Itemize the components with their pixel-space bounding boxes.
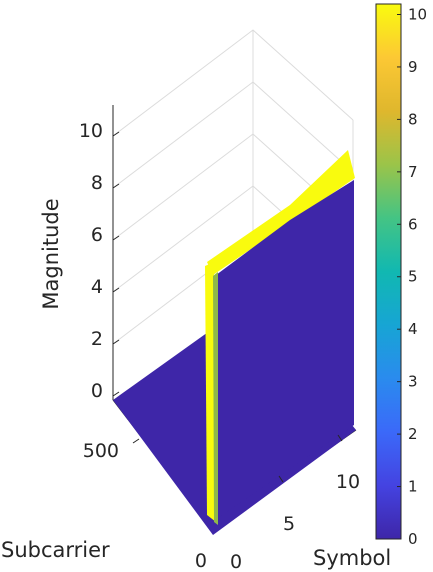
colorbar-tick-label: 8 (408, 110, 418, 128)
surface (113, 150, 356, 535)
colorbar-tick-label: 4 (408, 320, 418, 338)
z-tick-label-10: 10 (79, 120, 103, 142)
y-tick-label-500: 500 (83, 440, 119, 462)
colorbar-tick-label: 5 (408, 268, 418, 286)
z-tick-mark-0 (112, 391, 120, 397)
x-axis-label: Symbol (313, 546, 391, 570)
z-tick-label-6: 6 (91, 224, 103, 246)
z-tick-mark-2 (112, 339, 120, 345)
z-tick-mark-8 (112, 183, 120, 189)
z-ticks: 0 2 4 6 8 10 (79, 120, 120, 402)
x-tick-label-10: 10 (336, 471, 360, 493)
x-tick-label-5: 5 (283, 513, 295, 535)
colorbar-gradient (375, 3, 402, 540)
colorbar-tick-label: 7 (408, 163, 418, 181)
x-tick-label-0: 0 (230, 551, 242, 572)
z-tick-mark-6 (112, 235, 120, 241)
colorbar-tick-label: 10 (408, 5, 427, 23)
x-ticks: 0 5 10 (230, 434, 360, 572)
z-tick-label-8: 8 (91, 172, 103, 194)
surface-wall-front (212, 180, 354, 520)
colorbar-tick-label: 1 (408, 478, 418, 496)
surface-wall-top (207, 150, 355, 275)
y-ticks: 500 0 (83, 438, 207, 572)
colorbar-tick-label: 3 (408, 373, 418, 391)
z-tick-mark-4 (112, 287, 120, 293)
z-tick-label-0: 0 (91, 380, 103, 402)
z-tick-label-2: 2 (91, 328, 103, 350)
z-tick-mark-10 (112, 131, 120, 137)
grid-line-8 (112, 81, 354, 189)
colorbar-ticks: 0 1 2 3 4 5 6 7 8 9 10 (397, 5, 427, 548)
grid-line-10 (112, 29, 354, 137)
z-tick-label-4: 4 (91, 276, 103, 298)
y-tick-label-0: 0 (195, 550, 207, 572)
colorbar: 0 1 2 3 4 5 6 7 8 9 10 (375, 3, 427, 548)
z-axis-label: Magnitude (39, 198, 63, 309)
y-axis-label: Subcarrier (1, 538, 110, 562)
y-tick-mark-500 (132, 438, 140, 444)
colorbar-tick-label: 0 (408, 530, 418, 548)
x-tick-mark-10 (337, 434, 343, 442)
colorbar-tick-label: 6 (408, 215, 418, 233)
colorbar-tick-label: 9 (408, 58, 418, 76)
surface-edge-shadow (213, 272, 218, 525)
x-tick-mark-5 (278, 475, 284, 483)
colorbar-tick-label: 2 (408, 425, 418, 443)
